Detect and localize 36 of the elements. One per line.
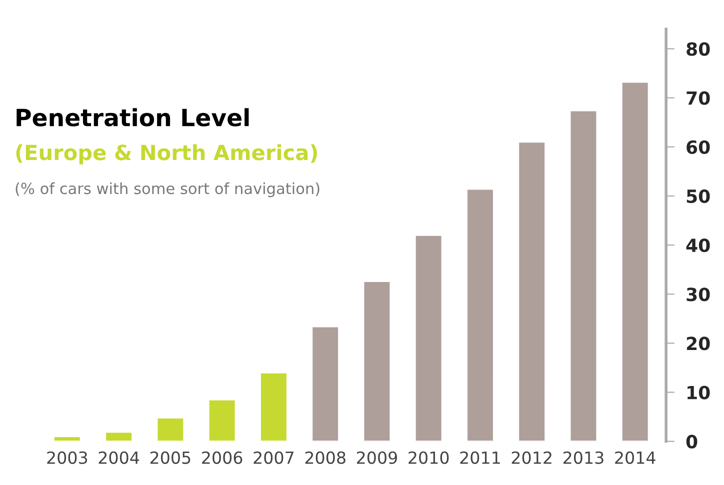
bar	[414, 234, 443, 442]
x-tick-label: 2004	[98, 451, 140, 464]
x-tick-label: 2011	[460, 451, 500, 464]
bar	[260, 372, 288, 442]
x-tick-label: 2006	[202, 451, 242, 464]
bar	[518, 141, 546, 442]
y-tick-label: 20	[686, 336, 710, 350]
x-tick-label: 2012	[512, 451, 552, 464]
x-tick-label: 2003	[47, 451, 88, 464]
text: Penetration Level	[16, 108, 249, 126]
bar	[569, 110, 598, 442]
y-tick-label: 10	[688, 386, 710, 400]
bar	[208, 398, 236, 442]
x-tick-label: 2010	[408, 451, 449, 464]
y-tick-label: 40	[686, 238, 710, 252]
x-tick-label: 2008	[305, 451, 346, 464]
bar	[620, 81, 650, 442]
y-tick-label: 50	[686, 189, 710, 204]
x-tick-label: 2014	[615, 451, 656, 464]
bar	[362, 280, 392, 442]
y-tick-label: 30	[686, 288, 710, 302]
y-tick-label: 60	[686, 140, 710, 154]
x-tick-label: 2005	[150, 451, 190, 464]
bar	[156, 417, 185, 442]
text: (Europe & North America)	[16, 144, 317, 164]
x-tick-label: 2009	[356, 451, 397, 464]
annotation: (% of cars with some sort of navigation)	[16, 182, 320, 198]
bar	[104, 431, 133, 442]
y-tick-label: 80	[686, 42, 710, 56]
y-tick-label: 0	[686, 434, 698, 448]
bar	[53, 436, 82, 442]
x-tick-label: 2007	[254, 451, 294, 464]
bar	[466, 188, 494, 442]
bar	[311, 326, 340, 442]
y-tick-label: 70	[686, 91, 710, 105]
x-tick-label: 2013	[563, 451, 604, 464]
